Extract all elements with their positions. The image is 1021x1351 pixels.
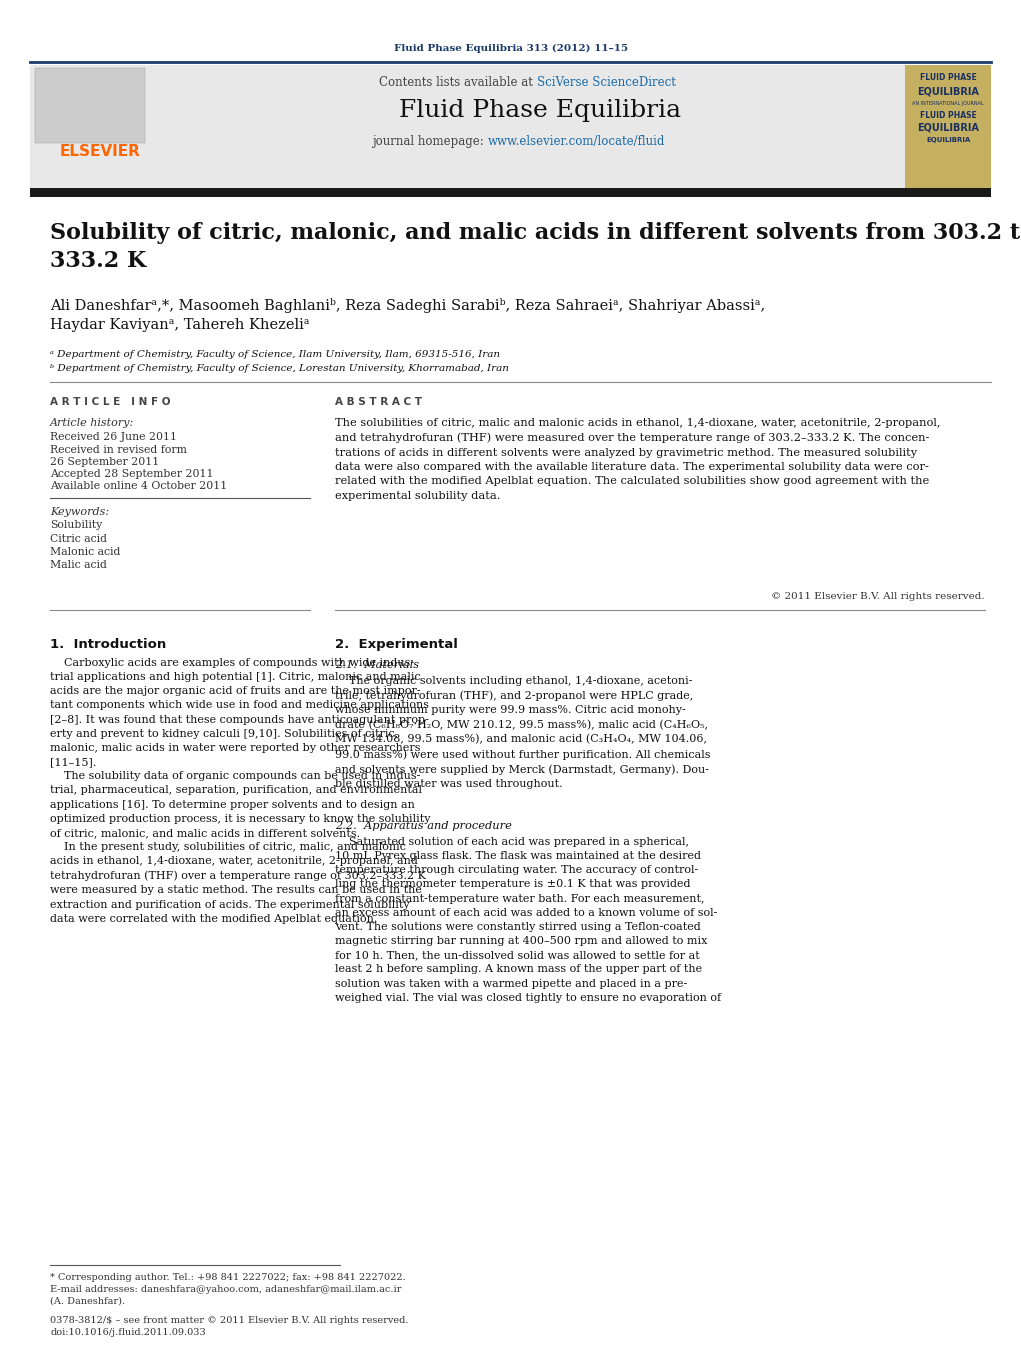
Bar [905, 65, 991, 188]
Text: Keywords:: Keywords: [50, 507, 109, 517]
Text: AN INTERNATIONAL JOURNAL: AN INTERNATIONAL JOURNAL [912, 100, 984, 105]
Text: Received 26 June 2011: Received 26 June 2011 [50, 432, 177, 442]
Text: Ali Daneshfarᵃ,*, Masoomeh Baghlaniᵇ, Reza Sadeghi Sarabiᵇ, Reza Sahraeiᵃ, Shahr: Ali Daneshfarᵃ,*, Masoomeh Baghlaniᵇ, Re… [50, 299, 766, 313]
Bar [35, 68, 145, 143]
Bar [175, 65, 905, 188]
Text: Fluid Phase Equilibria: Fluid Phase Equilibria [399, 99, 681, 122]
Text: Article history:: Article history: [50, 417, 134, 428]
Text: Available online 4 October 2011: Available online 4 October 2011 [50, 481, 228, 490]
Text: www.elsevier.com/locate/fluid: www.elsevier.com/locate/fluid [488, 135, 666, 147]
Text: Fluid Phase Equilibria 313 (2012) 11–15: Fluid Phase Equilibria 313 (2012) 11–15 [394, 43, 628, 53]
Text: A R T I C L E   I N F O: A R T I C L E I N F O [50, 397, 171, 407]
Text: A B S T R A C T: A B S T R A C T [335, 397, 422, 407]
Text: Solubility of citric, malonic, and malic acids in different solvents from 303.2 : Solubility of citric, malonic, and malic… [50, 222, 1021, 272]
Text: 2.2.  Apparatus and procedure: 2.2. Apparatus and procedure [335, 821, 512, 831]
Bar [30, 188, 991, 197]
Text: (A. Daneshfar).: (A. Daneshfar). [50, 1297, 126, 1306]
Text: FLUID PHASE: FLUID PHASE [920, 73, 976, 82]
Text: 26 September 2011: 26 September 2011 [50, 457, 159, 467]
Text: The organic solvents including ethanol, 1,4-dioxane, acetoni-
trile, tetrahydrof: The organic solvents including ethanol, … [335, 676, 711, 789]
Text: 1.  Introduction: 1. Introduction [50, 638, 166, 651]
Text: Contents lists available at: Contents lists available at [380, 77, 537, 89]
Text: Solubility: Solubility [50, 520, 102, 530]
Text: FLUID PHASE: FLUID PHASE [920, 111, 976, 119]
Text: Citric acid: Citric acid [50, 534, 107, 543]
Text: Accepted 28 September 2011: Accepted 28 September 2011 [50, 469, 213, 480]
Text: Saturated solution of each acid was prepared in a spherical,
10 mL Pyrex glass f: Saturated solution of each acid was prep… [335, 838, 721, 1002]
Text: E-mail addresses: daneshfara@yahoo.com, adaneshfar@mail.ilam.ac.ir: E-mail addresses: daneshfara@yahoo.com, … [50, 1285, 401, 1294]
Text: 2.1.  Materials: 2.1. Materials [335, 661, 420, 670]
Text: * Corresponding author. Tel.: +98 841 2227022; fax: +98 841 2227022.: * Corresponding author. Tel.: +98 841 22… [50, 1273, 405, 1282]
Text: ᵃ Department of Chemistry, Faculty of Science, Ilam University, Ilam, 69315-516,: ᵃ Department of Chemistry, Faculty of Sc… [50, 350, 500, 359]
Text: SciVerse ScienceDirect: SciVerse ScienceDirect [537, 77, 676, 89]
Text: EQUILIBRIA: EQUILIBRIA [926, 136, 970, 143]
Bar [30, 65, 175, 188]
Text: Haydar Kaviyanᵃ, Tahereh Khezeliᵃ: Haydar Kaviyanᵃ, Tahereh Khezeliᵃ [50, 317, 309, 332]
Text: 0378-3812/$ – see front matter © 2011 Elsevier B.V. All rights reserved.: 0378-3812/$ – see front matter © 2011 El… [50, 1316, 408, 1325]
Text: 2.  Experimental: 2. Experimental [335, 638, 457, 651]
Text: Received in revised form: Received in revised form [50, 444, 187, 455]
Text: Carboxylic acids are examples of compounds with wide indus-
trial applications a: Carboxylic acids are examples of compoun… [50, 658, 431, 924]
Text: ᵇ Department of Chemistry, Faculty of Science, Lorestan University, Khorramabad,: ᵇ Department of Chemistry, Faculty of Sc… [50, 363, 508, 373]
Text: ELSEVIER: ELSEVIER [59, 145, 141, 159]
Text: Malonic acid: Malonic acid [50, 547, 120, 557]
Text: EQUILIBRIA: EQUILIBRIA [917, 123, 979, 132]
Text: EQUILIBRIA: EQUILIBRIA [917, 86, 979, 96]
Text: journal homepage:: journal homepage: [373, 135, 488, 147]
Text: © 2011 Elsevier B.V. All rights reserved.: © 2011 Elsevier B.V. All rights reserved… [772, 592, 985, 601]
Text: The solubilities of citric, malic and malonic acids in ethanol, 1,4-dioxane, wat: The solubilities of citric, malic and ma… [335, 417, 940, 501]
Text: Malic acid: Malic acid [50, 561, 107, 570]
Text: doi:10.1016/j.fluid.2011.09.033: doi:10.1016/j.fluid.2011.09.033 [50, 1328, 206, 1337]
